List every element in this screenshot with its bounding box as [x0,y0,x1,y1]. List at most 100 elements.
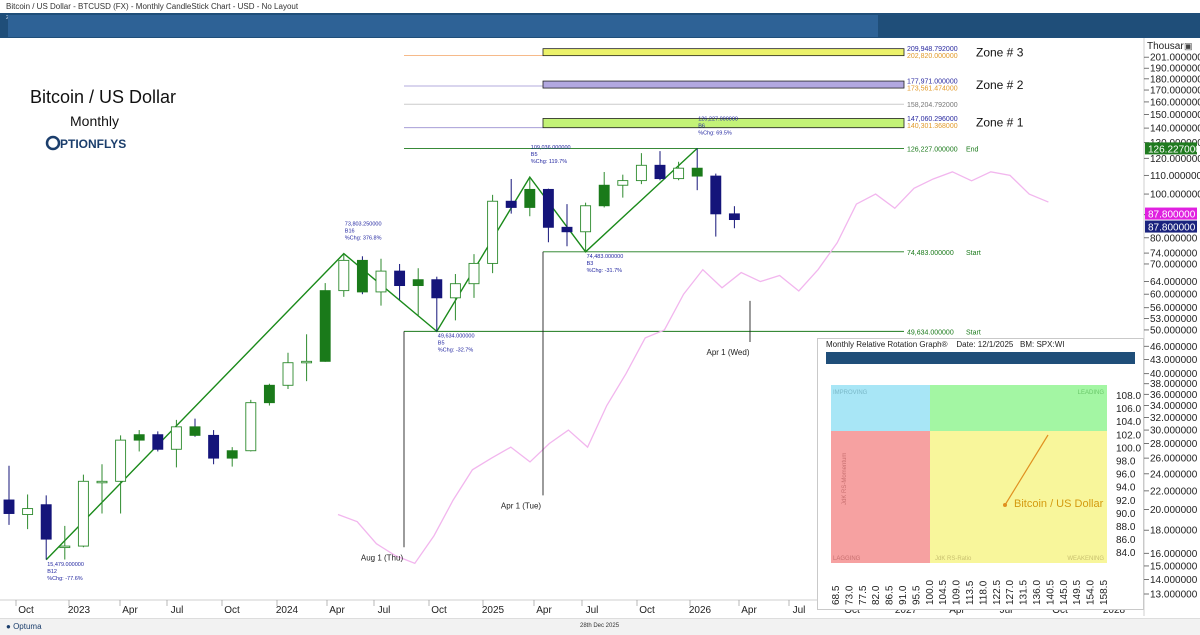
candle [40,495,52,560]
candle [375,258,387,306]
zone-label: Zone # 2 [976,78,1024,92]
candle [282,352,294,389]
swing-change-label: %Chg: -31.7% [587,268,623,274]
rrg-y-tick: 106.0 [1116,404,1141,415]
quadrant-label: IMPROVING [833,390,868,396]
candle [133,430,145,452]
rrg-y-tick: 88.0 [1116,522,1136,533]
extra-level-value: 158,204.792000 [907,102,958,109]
candle [431,276,443,332]
x-tick-label: Jul [378,605,391,616]
level-tag: Start [966,250,981,257]
rrg-x-tick: 145.0 [1059,580,1070,605]
y-tick-label: 170.000000 [1150,86,1200,97]
candle-body [412,279,424,287]
y-tick-label: 74.000000 [1150,249,1198,260]
candle-body [319,290,331,362]
x-tick-label: Jul [586,605,599,616]
candle-body [208,434,220,459]
zone-rect [542,118,905,129]
swing-zigzag-line [45,147,698,561]
candle [542,188,554,243]
quadrant-label: WEAKENING [1067,556,1104,562]
x-tick-label: Apr [536,605,552,616]
zone-top-value: 209,948.792000 [907,46,958,53]
rrg-y-tick: 96.0 [1116,470,1136,481]
price-chart[interactable]: Thousar ▣201.000000190.000000180.00000017… [0,38,1200,618]
candle-body [40,504,52,540]
level-value: 126,227.000000 [907,146,958,153]
footer-date: 28th Dec 2025 [580,623,620,629]
rrg-x-tick: 122.5 [992,580,1003,605]
candle-body [375,270,387,293]
x-tick-label: 2026 [689,605,712,616]
y-tick-label: 22.000000 [1150,486,1198,497]
candle-body [505,200,517,208]
price-tag [1145,220,1197,233]
level-value: 74,483.000000 [907,250,954,257]
candle-body [394,270,406,287]
rrg-y-tick: 94.0 [1116,483,1136,494]
y-axis-area [1144,38,1200,618]
candle [394,263,406,300]
candle [487,194,499,274]
candle [449,274,461,321]
candle [654,151,666,181]
quadrant-weakening [930,431,1107,563]
candle [468,254,480,298]
rrg-y-tick: 84.0 [1116,548,1136,559]
candle-body [189,426,201,436]
rrg-x-tick: 91.0 [898,585,909,605]
candle [96,464,108,514]
x-tick-label: Jul [1000,605,1013,616]
swing-bars-label: B6 [698,123,705,129]
price-tag-label: 87.800000 [1148,210,1196,221]
candle [710,173,722,237]
rrg-x-tick: 136.0 [1032,580,1043,605]
swing-bars-label: B5 [438,340,445,346]
y-tick-label: 18.000000 [1150,526,1198,537]
x-tick-label: 2027 [895,605,918,616]
candle-body [263,384,275,404]
level-tag: End [966,146,979,153]
candle-body [77,480,89,547]
candle-body [673,167,685,180]
x-tick-label: 2028 [1103,605,1126,616]
rrg-navigator[interactable] [826,352,1135,364]
rrg-title: Monthly Relative Rotation Graph® [826,340,948,349]
y-tick-label: 40.000000 [1150,369,1198,380]
y-tick-label: 100.000000 [1150,190,1200,201]
rrg-date: Date: 12/1/2025 [956,340,1014,349]
quadrant-label: LAGGING [833,556,861,562]
candle [338,253,350,297]
rrg-x-tick: 82.0 [871,585,882,605]
y-axis-menu-icon: ▣ [1184,41,1193,51]
candle [617,174,629,198]
y-tick-label: 50.000000 [1150,325,1198,336]
x-tick-label: Oct [844,605,860,616]
rrg-x-axis-label: JdK RS-Ratio [935,556,972,562]
x-tick-label: Oct [639,605,655,616]
rrg-x-tick: 95.5 [911,585,922,605]
candle [301,334,313,382]
y-tick-label: 43.000000 [1150,355,1198,366]
navigator-selection[interactable] [8,15,878,37]
candle-body [96,480,108,484]
candle-body [226,450,238,459]
y-tick-label: 24.000000 [1150,469,1198,480]
price-tag-label: 126.227000 [1148,144,1200,155]
price-tag-label: 87.800000 [1148,223,1196,234]
rrg-y-tick: 108.0 [1116,391,1141,402]
optuma-logo: ● Optuma [6,622,42,631]
rrg-header: Monthly Relative Rotation Graph® Date: 1… [818,339,1143,351]
candle-body [617,180,629,186]
rrg-x-tick: 104.5 [938,580,949,605]
swing-change-label: %Chg: 119.7% [531,159,567,165]
candle-body [542,188,554,228]
y-tick-label: 46.000000 [1150,342,1198,353]
candle-body [580,205,592,233]
y-tick-label: 53.000000 [1150,314,1198,325]
y-tick-label: 70.000000 [1150,259,1198,270]
rrg-panel[interactable]: Monthly Relative Rotation Graph® Date: 1… [817,338,1144,610]
candle-body [449,283,461,299]
